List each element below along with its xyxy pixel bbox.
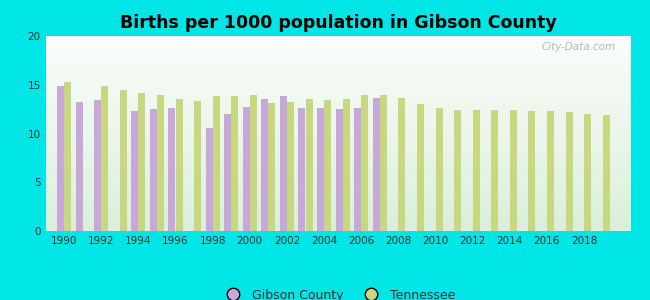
Bar — [194, 101, 201, 231]
Bar — [473, 110, 480, 231]
Bar — [317, 108, 324, 231]
Bar — [372, 98, 380, 231]
Bar — [380, 94, 387, 231]
Bar — [398, 98, 406, 231]
Bar — [168, 108, 176, 231]
Bar — [157, 95, 164, 231]
Bar — [287, 102, 294, 231]
Bar — [261, 99, 268, 231]
Bar — [261, 99, 268, 231]
Bar — [298, 108, 306, 231]
Bar — [343, 99, 350, 231]
Bar — [306, 99, 313, 231]
Bar — [317, 108, 324, 231]
Bar — [150, 109, 157, 231]
Bar — [194, 101, 201, 231]
Legend: Gibson County, Tennessee: Gibson County, Tennessee — [216, 284, 460, 300]
Bar — [510, 110, 517, 231]
Bar — [64, 82, 71, 231]
Bar — [324, 100, 331, 231]
Bar — [528, 111, 536, 231]
Bar — [584, 114, 591, 231]
Bar — [491, 110, 499, 231]
Bar — [268, 103, 276, 231]
Bar — [417, 104, 424, 231]
Bar — [75, 102, 83, 231]
Bar — [120, 90, 127, 231]
Bar — [224, 114, 231, 231]
Bar — [242, 107, 250, 231]
Bar — [213, 96, 220, 231]
Bar — [354, 108, 361, 231]
Bar — [354, 108, 361, 231]
Bar — [205, 128, 213, 231]
Bar — [491, 110, 499, 231]
Bar — [57, 86, 64, 231]
Bar — [101, 86, 109, 231]
Bar — [231, 96, 239, 231]
Bar — [361, 95, 369, 231]
Bar — [584, 114, 591, 231]
Bar — [176, 99, 183, 231]
Bar — [280, 96, 287, 231]
Bar — [205, 128, 213, 231]
Bar — [306, 99, 313, 231]
Bar — [64, 82, 71, 231]
Bar — [372, 98, 380, 231]
Bar — [547, 111, 554, 231]
Bar — [268, 103, 276, 231]
Bar — [566, 112, 573, 231]
Bar — [603, 115, 610, 231]
Bar — [138, 92, 146, 231]
Bar — [603, 115, 610, 231]
Bar — [94, 100, 101, 231]
Bar — [510, 110, 517, 231]
Bar — [250, 94, 257, 231]
Bar — [176, 99, 183, 231]
Bar — [473, 110, 480, 231]
Bar — [213, 96, 220, 231]
Bar — [250, 94, 257, 231]
Bar — [324, 100, 331, 231]
Title: Births per 1000 population in Gibson County: Births per 1000 population in Gibson Cou… — [120, 14, 556, 32]
Bar — [454, 110, 461, 231]
Bar — [417, 104, 424, 231]
Bar — [380, 94, 387, 231]
Bar — [343, 99, 350, 231]
Bar — [94, 100, 101, 231]
Bar — [131, 111, 138, 231]
Text: City-Data.com: City-Data.com — [541, 42, 616, 52]
Bar — [335, 109, 343, 231]
Bar — [547, 111, 554, 231]
Bar — [157, 95, 164, 231]
Bar — [335, 109, 343, 231]
Bar — [528, 111, 536, 231]
Bar — [566, 112, 573, 231]
Bar — [150, 109, 157, 231]
Bar — [75, 102, 83, 231]
Bar — [361, 95, 369, 231]
Bar — [57, 86, 64, 231]
Bar — [287, 102, 294, 231]
Bar — [280, 96, 287, 231]
Bar — [131, 111, 138, 231]
Bar — [242, 107, 250, 231]
Bar — [298, 108, 306, 231]
Bar — [138, 92, 146, 231]
Bar — [120, 90, 127, 231]
Bar — [436, 108, 443, 231]
Bar — [398, 98, 406, 231]
Bar — [168, 108, 176, 231]
Bar — [101, 86, 109, 231]
Bar — [231, 96, 239, 231]
Bar — [454, 110, 461, 231]
Bar — [224, 114, 231, 231]
Bar — [436, 108, 443, 231]
